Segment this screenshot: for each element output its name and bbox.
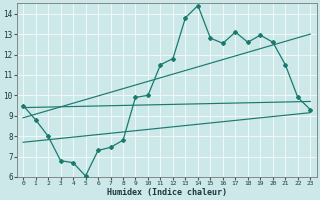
X-axis label: Humidex (Indice chaleur): Humidex (Indice chaleur) (107, 188, 227, 197)
